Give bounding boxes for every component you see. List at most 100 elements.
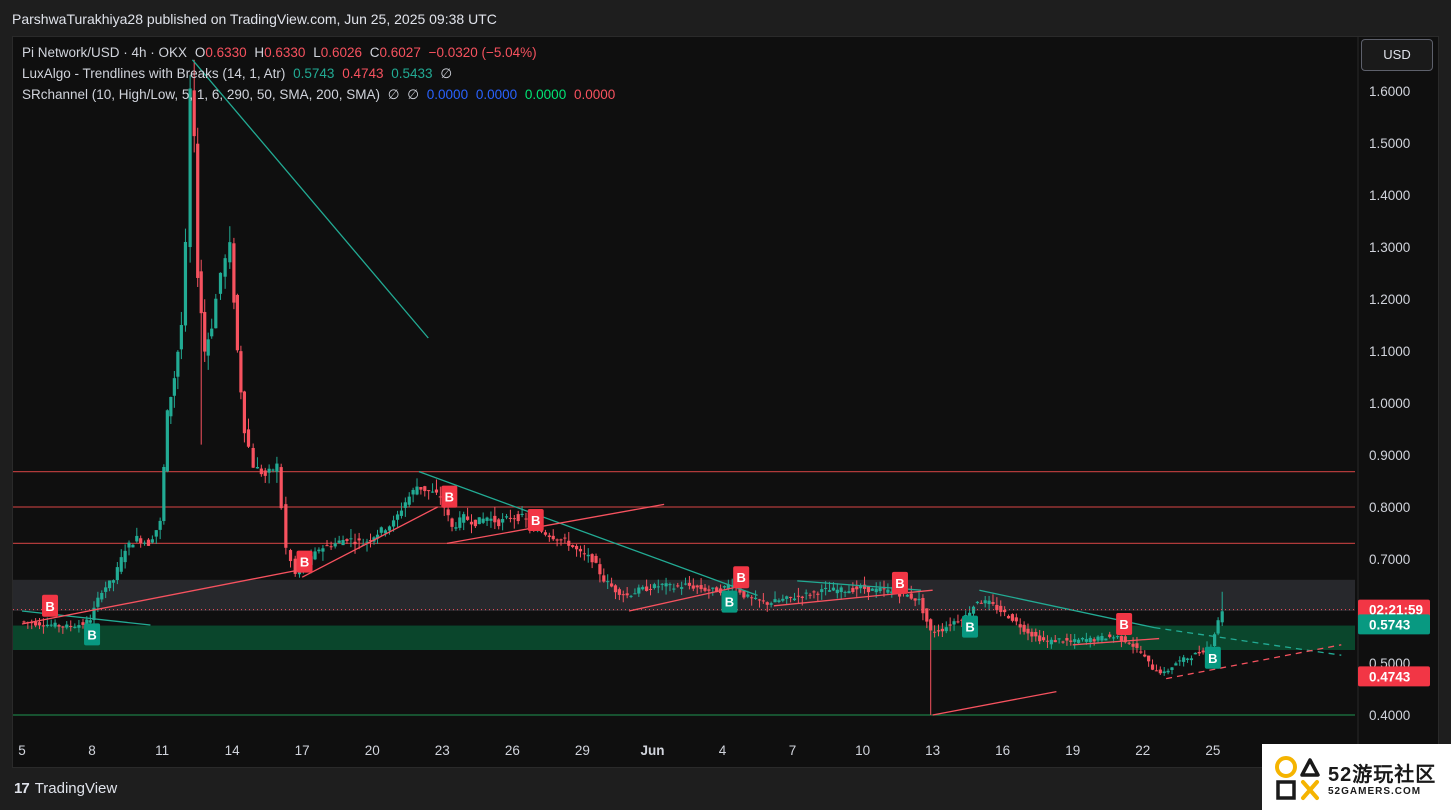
candle-body	[375, 534, 380, 539]
price-tag: 0.4743	[1369, 669, 1411, 684]
x-tick-label: 5	[18, 743, 26, 758]
candle-body	[53, 622, 57, 627]
srchannel-value-3: 0.0000	[426, 87, 469, 102]
candle-body	[1143, 654, 1147, 657]
candle-body	[199, 271, 203, 314]
srchannel-indicator-name[interactable]: SRchannel (10, High/Low, 5, 1, 6, 290, 5…	[22, 87, 380, 102]
change-value: −0.0320 (−5.04%)	[428, 45, 537, 60]
candle-body	[1119, 635, 1123, 641]
candle-body	[866, 586, 871, 593]
candle-body	[1041, 637, 1046, 641]
candle-body	[427, 490, 431, 492]
candle-body	[847, 591, 851, 594]
close-value: 0.6027	[379, 45, 421, 60]
candle-body	[909, 593, 913, 599]
price-tag-box	[1358, 614, 1430, 635]
candle-body	[1057, 638, 1061, 640]
break-label-text: B	[1208, 651, 1217, 666]
candle-body	[127, 542, 131, 548]
candle-body	[131, 544, 135, 548]
x-tick-label: 26	[505, 743, 520, 758]
candle-body	[683, 583, 688, 585]
candle-body	[687, 582, 692, 586]
candle-body	[750, 597, 754, 599]
break-label-down: B	[296, 550, 313, 573]
trendline	[21, 568, 303, 625]
candle-body	[1038, 635, 1042, 642]
x-tick-label: 23	[435, 743, 450, 758]
y-tick-label: 1.6000	[1369, 84, 1410, 99]
symbol-name[interactable]: Pi Network/USD · 4h · OKX	[22, 45, 188, 60]
high-label: H	[254, 45, 265, 60]
legend-symbol-line: Pi Network/USD · 4h · OKX O0.6330 H0.633…	[22, 45, 541, 60]
candle-body	[1018, 624, 1022, 628]
candle-body	[288, 550, 293, 562]
candle-body	[501, 519, 505, 523]
low-label: L	[313, 45, 321, 60]
top-bar: ParshwaTurakhiya28 published on TradingV…	[0, 0, 1451, 36]
x-tick-label: 25	[1205, 743, 1220, 758]
chart-area[interactable]: BBBBBBBBBBB0.40000.50000.60000.70000.800…	[12, 36, 1439, 768]
candle-body	[504, 516, 509, 518]
candle-body	[508, 517, 513, 519]
candle-body	[242, 391, 247, 434]
y-tick-label: 0.4000	[1369, 708, 1410, 723]
candle-body	[567, 540, 571, 546]
break-label-up: B	[962, 615, 979, 638]
candle-body	[839, 587, 843, 593]
candle-body	[206, 339, 210, 356]
candle-body	[711, 587, 715, 589]
candle-body	[582, 553, 586, 555]
break-label-box	[296, 550, 313, 573]
luxalgo-indicator-name[interactable]: LuxAlgo - Trendlines with Breaks (14, 1,…	[22, 66, 286, 81]
candle-body	[672, 588, 676, 590]
candle-body	[590, 554, 594, 563]
candle-body	[637, 587, 641, 594]
y-tick-label: 1.3000	[1369, 240, 1410, 255]
candle-body	[368, 540, 373, 542]
candle-body	[403, 502, 407, 508]
candle-body	[450, 518, 454, 527]
x-tick-label: 11	[155, 743, 169, 758]
candle-body	[1030, 631, 1034, 637]
trendline	[1072, 637, 1160, 646]
currency-selector[interactable]: USD	[1361, 39, 1433, 71]
break-label-text: B	[965, 620, 974, 635]
candle-body	[81, 622, 85, 625]
candle-body	[172, 378, 176, 396]
candle-body	[454, 527, 458, 529]
candle-body	[1006, 615, 1011, 619]
candle-body	[668, 584, 672, 586]
candle-body	[223, 258, 227, 277]
candle-body	[925, 608, 929, 622]
candle-body	[481, 518, 485, 523]
candle-body	[88, 620, 92, 623]
low-value: 0.6026	[320, 45, 363, 60]
candle-body	[656, 586, 660, 588]
candle-body	[991, 602, 995, 604]
price-chart[interactable]: BBBBBBBBBBB0.40000.50000.60000.70000.800…	[13, 37, 1438, 767]
candle-body	[1154, 670, 1159, 672]
candle-body	[1065, 638, 1069, 641]
tradingview-logo[interactable]: 17 TradingView	[14, 780, 117, 797]
candle-body	[804, 592, 808, 594]
candle-body	[239, 351, 243, 393]
candle-body	[769, 603, 773, 605]
candle-body	[465, 516, 470, 520]
candle-body	[458, 517, 462, 528]
candle-body	[547, 535, 551, 538]
candle-body	[45, 624, 49, 627]
y-tick-label: 0.9000	[1369, 448, 1410, 463]
site-watermark: 52游玩社区 52GAMERS.COM	[1262, 744, 1451, 810]
candle-body	[419, 487, 423, 490]
candle-body	[1197, 651, 1201, 654]
candle-body	[808, 594, 812, 596]
candle-body	[629, 595, 633, 597]
candle-body	[617, 589, 621, 595]
candle-body	[1162, 671, 1166, 674]
candle-body	[917, 598, 921, 601]
candle-body	[228, 242, 232, 263]
break-label-box	[733, 566, 750, 589]
candle-body	[520, 513, 524, 516]
trendline	[191, 59, 429, 339]
